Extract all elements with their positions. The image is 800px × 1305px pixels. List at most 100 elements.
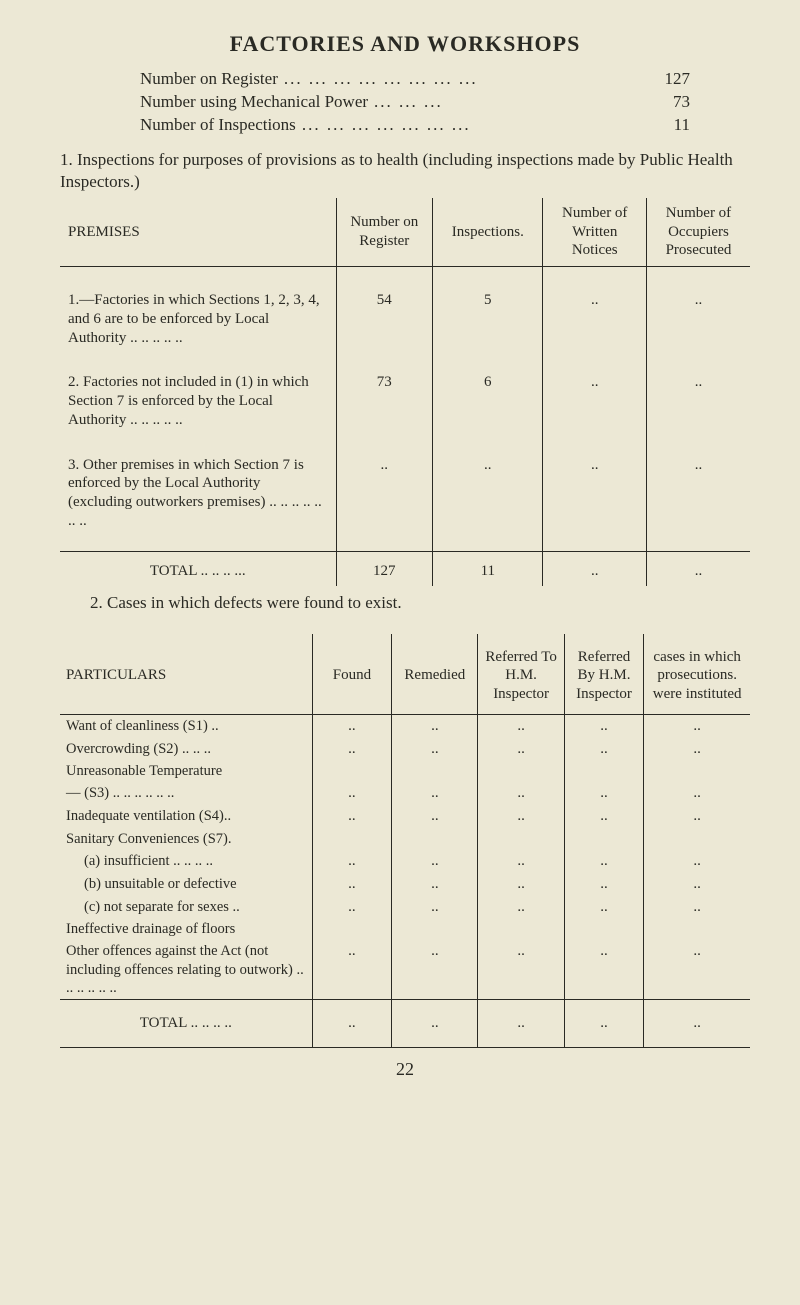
cell: .. xyxy=(478,782,564,805)
particulars-label: Inadequate ventilation (S4).. xyxy=(60,805,312,828)
col-written-notices: Number of Written Notices xyxy=(543,198,647,267)
cell: .. xyxy=(478,999,564,1047)
table-total-row: TOTAL .. .. .. .. .. .. .. .. .. xyxy=(60,999,750,1047)
cell: .. xyxy=(392,782,478,805)
cell: .. xyxy=(392,714,478,737)
table-row: Overcrowding (S2) .. .. ............ xyxy=(60,738,750,761)
table-premises: PREMISES Number on Register Inspections.… xyxy=(60,198,750,587)
stats-row: Number of Inspections ... ... ... ... ..… xyxy=(140,114,690,135)
particulars-label: Other offences against the Act (not incl… xyxy=(60,940,312,999)
cell xyxy=(644,918,750,940)
stats-label: Number of Inspections xyxy=(140,114,296,135)
cell: 11 xyxy=(433,551,543,586)
cell xyxy=(564,760,644,782)
stats-row: Number on Register ... ... ... ... ... .… xyxy=(140,68,690,89)
particulars-label: (a) insufficient .. .. .. .. xyxy=(60,850,312,873)
cell: 6 xyxy=(433,367,543,435)
cell: .. xyxy=(312,896,392,919)
table-row: 2. Factories not included in (1) in whic… xyxy=(60,367,750,435)
section1-intro: 1. Inspections for purposes of provision… xyxy=(60,149,750,192)
table-particulars: PARTICULARS Found Remedied Referred To H… xyxy=(60,634,750,1048)
section2-intro: 2. Cases in which defects were found to … xyxy=(90,592,750,613)
table-total-row: TOTAL .. .. .. ... 127 11 .. .. xyxy=(60,551,750,586)
cell xyxy=(478,918,564,940)
col-premises: PREMISES xyxy=(60,198,336,267)
table-row: 3. Other premises in which Section 7 is … xyxy=(60,450,750,537)
cell: .. xyxy=(543,367,647,435)
cell: .. xyxy=(312,940,392,999)
cell: 5 xyxy=(433,281,543,353)
stats-dots: ... ... ... ... ... ... ... ... xyxy=(278,68,640,89)
cell: .. xyxy=(646,281,750,353)
col-referred-by: Referred By H.M. Inspector xyxy=(564,634,644,715)
cell: .. xyxy=(478,805,564,828)
col-inspections: Inspections. xyxy=(433,198,543,267)
page-number: 22 xyxy=(60,1058,750,1081)
particulars-label: Unreasonable Temperature xyxy=(60,760,312,782)
table-row: (b) unsuitable or defective.......... xyxy=(60,873,750,896)
col-referred-to: Referred To H.M. Inspector xyxy=(478,634,564,715)
cell xyxy=(312,828,392,850)
cell: .. xyxy=(312,873,392,896)
cell: .. xyxy=(644,873,750,896)
table-row: Inadequate ventilation (S4)............ xyxy=(60,805,750,828)
particulars-label: Want of cleanliness (S1) .. xyxy=(60,714,312,737)
cell: .. xyxy=(564,738,644,761)
particulars-label: Overcrowding (S2) .. .. .. xyxy=(60,738,312,761)
premises-label: 2. Factories not included in (1) in whic… xyxy=(60,367,336,435)
table-row: — (S3) .. .. .. .. .. ............ xyxy=(60,782,750,805)
stats-label: Number on Register xyxy=(140,68,278,89)
cell xyxy=(478,760,564,782)
table-row: 1.—Factories in which Sections 1, 2, 3, … xyxy=(60,281,750,353)
cell: .. xyxy=(478,714,564,737)
cell xyxy=(312,918,392,940)
cell: .. xyxy=(564,714,644,737)
particulars-label: (c) not separate for sexes .. xyxy=(60,896,312,919)
table-row: (a) insufficient .. .. .. ............ xyxy=(60,850,750,873)
total-label: TOTAL .. .. .. ... xyxy=(60,551,336,586)
cell: 73 xyxy=(336,367,433,435)
stats-dots: ... ... ... xyxy=(368,91,640,112)
cell: .. xyxy=(312,782,392,805)
cell: .. xyxy=(644,940,750,999)
col-found: Found xyxy=(312,634,392,715)
cell: .. xyxy=(564,805,644,828)
table-row: Sanitary Conveniences (S7). xyxy=(60,828,750,850)
page-title: FACTORIES AND WORKSHOPS xyxy=(60,30,750,58)
cell: .. xyxy=(478,896,564,919)
stats-dots: ... ... ... ... ... ... ... xyxy=(296,114,640,135)
cell: .. xyxy=(564,782,644,805)
stats-value: 73 xyxy=(640,91,690,112)
cell: .. xyxy=(312,850,392,873)
table-row: Ineffective drainage of floors xyxy=(60,918,750,940)
cell: .. xyxy=(564,896,644,919)
cell xyxy=(312,760,392,782)
cell xyxy=(644,760,750,782)
stats-row: Number using Mechanical Power ... ... ..… xyxy=(140,91,690,112)
cell xyxy=(644,828,750,850)
cell: .. xyxy=(644,896,750,919)
cell: .. xyxy=(312,999,392,1047)
cell: .. xyxy=(644,738,750,761)
cell: .. xyxy=(392,873,478,896)
particulars-label: Ineffective drainage of floors xyxy=(60,918,312,940)
stats-label: Number using Mechanical Power xyxy=(140,91,368,112)
cell: .. xyxy=(433,450,543,537)
cell: .. xyxy=(564,940,644,999)
cell: .. xyxy=(646,551,750,586)
stats-block: Number on Register ... ... ... ... ... .… xyxy=(60,68,750,136)
cell: .. xyxy=(644,850,750,873)
cell: .. xyxy=(478,873,564,896)
table-row: (c) not separate for sexes ............ xyxy=(60,896,750,919)
col-occupiers-prosecuted: Number of Occupiers Prosecuted xyxy=(646,198,750,267)
cell: .. xyxy=(392,896,478,919)
cell: .. xyxy=(392,999,478,1047)
cell: .. xyxy=(478,940,564,999)
col-number-on-register: Number on Register xyxy=(336,198,433,267)
total-label: TOTAL .. .. .. .. xyxy=(60,999,312,1047)
table-row: Other offences against the Act (not incl… xyxy=(60,940,750,999)
cell: .. xyxy=(392,940,478,999)
cell xyxy=(478,828,564,850)
cell: .. xyxy=(543,281,647,353)
cell: 127 xyxy=(336,551,433,586)
